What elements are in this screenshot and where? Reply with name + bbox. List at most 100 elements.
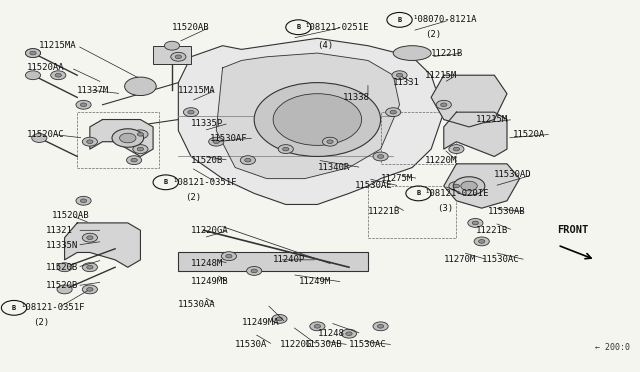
- Circle shape: [125, 77, 156, 96]
- Bar: [153, 46, 191, 64]
- Polygon shape: [179, 38, 444, 205]
- Text: 11215M: 11215M: [476, 115, 508, 124]
- Text: 11335N: 11335N: [45, 241, 78, 250]
- Text: 11340R: 11340R: [317, 163, 349, 172]
- Circle shape: [378, 324, 384, 328]
- Circle shape: [81, 103, 86, 107]
- Text: ¹08121-0251E: ¹08121-0251E: [305, 23, 369, 32]
- Circle shape: [133, 130, 148, 139]
- Text: 11338: 11338: [342, 93, 369, 102]
- Text: 11530A: 11530A: [236, 340, 268, 349]
- Text: 11321: 11321: [45, 226, 72, 235]
- Circle shape: [327, 140, 333, 144]
- Text: 11275M: 11275M: [381, 174, 413, 183]
- Circle shape: [392, 71, 407, 80]
- Text: (4): (4): [317, 41, 333, 50]
- Text: 11249MA: 11249MA: [241, 318, 279, 327]
- Circle shape: [386, 108, 401, 116]
- Circle shape: [341, 329, 356, 338]
- Text: B: B: [12, 305, 16, 311]
- Circle shape: [86, 236, 93, 240]
- Text: 11221B: 11221B: [368, 207, 400, 217]
- Text: 11520AC: 11520AC: [27, 130, 64, 139]
- Text: 11221B: 11221B: [476, 226, 508, 235]
- Text: (3): (3): [438, 203, 454, 213]
- Circle shape: [221, 252, 237, 260]
- Circle shape: [246, 266, 262, 275]
- Circle shape: [55, 73, 61, 77]
- Text: 11221B: 11221B: [431, 49, 463, 58]
- Circle shape: [272, 314, 287, 323]
- Circle shape: [83, 137, 97, 146]
- Circle shape: [171, 52, 186, 61]
- Circle shape: [283, 147, 289, 151]
- Circle shape: [133, 145, 148, 154]
- Text: ¹08121-0351F: ¹08121-0351F: [20, 303, 85, 312]
- Circle shape: [461, 181, 477, 191]
- Text: B: B: [397, 17, 402, 23]
- Circle shape: [86, 288, 93, 291]
- Text: 11335P: 11335P: [191, 119, 223, 128]
- Text: 11270M: 11270M: [444, 255, 476, 264]
- Text: 11520AB: 11520AB: [172, 23, 210, 32]
- Circle shape: [472, 221, 479, 225]
- Text: 11520B: 11520B: [45, 281, 78, 290]
- Circle shape: [396, 73, 403, 77]
- Circle shape: [440, 103, 447, 107]
- Text: 11530AB: 11530AB: [488, 207, 525, 217]
- Circle shape: [76, 100, 91, 109]
- Circle shape: [378, 155, 384, 158]
- Polygon shape: [65, 223, 140, 267]
- Text: 11248M: 11248M: [191, 259, 223, 268]
- Text: B: B: [164, 179, 168, 185]
- Circle shape: [453, 184, 460, 188]
- Circle shape: [57, 285, 72, 294]
- Circle shape: [273, 94, 362, 145]
- Polygon shape: [444, 164, 520, 208]
- Text: FRONT: FRONT: [557, 225, 589, 235]
- Circle shape: [86, 140, 93, 144]
- Circle shape: [373, 152, 388, 161]
- Circle shape: [453, 147, 460, 151]
- Text: 11530AC: 11530AC: [349, 340, 387, 349]
- Circle shape: [184, 108, 198, 116]
- Circle shape: [226, 254, 232, 258]
- Circle shape: [112, 129, 143, 147]
- Circle shape: [449, 182, 464, 190]
- Circle shape: [479, 240, 485, 243]
- Text: 11530AA: 11530AA: [179, 300, 216, 309]
- Text: (2): (2): [185, 193, 201, 202]
- Text: B: B: [296, 24, 301, 30]
- Circle shape: [137, 132, 143, 136]
- Text: 11240P: 11240P: [273, 255, 305, 264]
- Circle shape: [314, 324, 321, 328]
- Text: (2): (2): [425, 30, 441, 39]
- Text: ← 200:0: ← 200:0: [595, 343, 630, 352]
- Circle shape: [83, 285, 97, 294]
- Text: 11331: 11331: [393, 78, 420, 87]
- Circle shape: [390, 110, 396, 114]
- Text: ¹08070-8121A: ¹08070-8121A: [412, 15, 477, 24]
- Circle shape: [32, 134, 47, 142]
- Circle shape: [213, 140, 220, 144]
- Text: 11530AB: 11530AB: [305, 340, 342, 349]
- Circle shape: [474, 237, 489, 246]
- Text: 11520AA: 11520AA: [27, 63, 64, 72]
- Circle shape: [436, 100, 451, 109]
- Circle shape: [51, 71, 66, 80]
- Text: 11215MA: 11215MA: [179, 86, 216, 94]
- Ellipse shape: [393, 46, 431, 61]
- Text: 11520A: 11520A: [513, 130, 545, 139]
- Circle shape: [323, 137, 338, 146]
- Circle shape: [26, 49, 40, 58]
- Text: 11220G: 11220G: [280, 340, 312, 349]
- Text: 11249MB: 11249MB: [191, 278, 228, 286]
- Circle shape: [453, 177, 485, 195]
- Circle shape: [346, 332, 352, 336]
- Circle shape: [81, 199, 86, 203]
- Circle shape: [127, 156, 141, 164]
- Text: 11220M: 11220M: [425, 155, 457, 165]
- Text: 11530AC: 11530AC: [482, 255, 519, 264]
- Text: 11520AB: 11520AB: [52, 211, 90, 220]
- Circle shape: [30, 51, 36, 55]
